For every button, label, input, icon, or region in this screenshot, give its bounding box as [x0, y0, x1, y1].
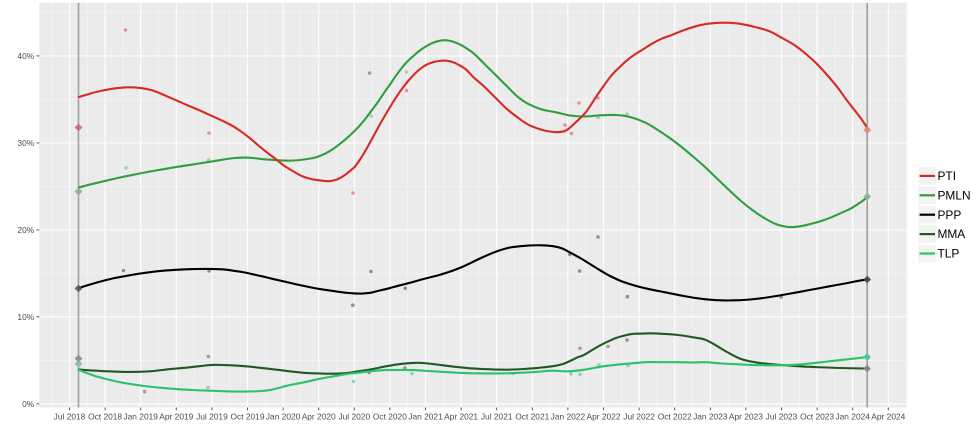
svg-text:Apr 2020: Apr 2020: [302, 411, 336, 421]
svg-text:Jan 2023: Jan 2023: [693, 411, 728, 421]
svg-text:40%: 40%: [17, 51, 34, 61]
svg-text:Apr 2024: Apr 2024: [871, 411, 905, 421]
svg-text:Jul 2023: Jul 2023: [766, 411, 798, 421]
svg-text:Apr 2022: Apr 2022: [587, 411, 621, 421]
svg-text:30%: 30%: [17, 138, 34, 148]
svg-text:Apr 2019: Apr 2019: [159, 411, 193, 421]
svg-text:Jul 2019: Jul 2019: [196, 411, 228, 421]
svg-text:Jan 2019: Jan 2019: [123, 411, 158, 421]
svg-text:Jan 2020: Jan 2020: [266, 411, 301, 421]
svg-text:0%: 0%: [22, 399, 35, 409]
svg-text:PTI: PTI: [938, 169, 957, 183]
svg-text:Oct 2023: Oct 2023: [800, 411, 834, 421]
svg-text:Jan 2022: Jan 2022: [551, 411, 586, 421]
svg-text:Oct 2021: Oct 2021: [515, 411, 549, 421]
svg-text:MMA: MMA: [938, 227, 966, 241]
svg-text:10%: 10%: [17, 312, 34, 322]
svg-text:Jul 2018: Jul 2018: [54, 411, 86, 421]
svg-text:Jan 2024: Jan 2024: [835, 411, 870, 421]
svg-text:Oct 2022: Oct 2022: [658, 411, 692, 421]
svg-text:PPP: PPP: [938, 208, 962, 222]
svg-text:Apr 2021: Apr 2021: [444, 411, 478, 421]
svg-text:Oct 2020: Oct 2020: [373, 411, 407, 421]
svg-text:Oct 2018: Oct 2018: [88, 411, 122, 421]
svg-text:Jul 2020: Jul 2020: [338, 411, 370, 421]
svg-text:Apr 2023: Apr 2023: [729, 411, 763, 421]
svg-text:Jan 2021: Jan 2021: [408, 411, 443, 421]
svg-text:PMLN: PMLN: [938, 188, 971, 202]
svg-text:Jul 2021: Jul 2021: [481, 411, 513, 421]
svg-text:TLP: TLP: [938, 247, 960, 261]
svg-text:20%: 20%: [17, 225, 34, 235]
svg-text:Oct 2019: Oct 2019: [231, 411, 265, 421]
svg-text:Jul 2022: Jul 2022: [623, 411, 655, 421]
